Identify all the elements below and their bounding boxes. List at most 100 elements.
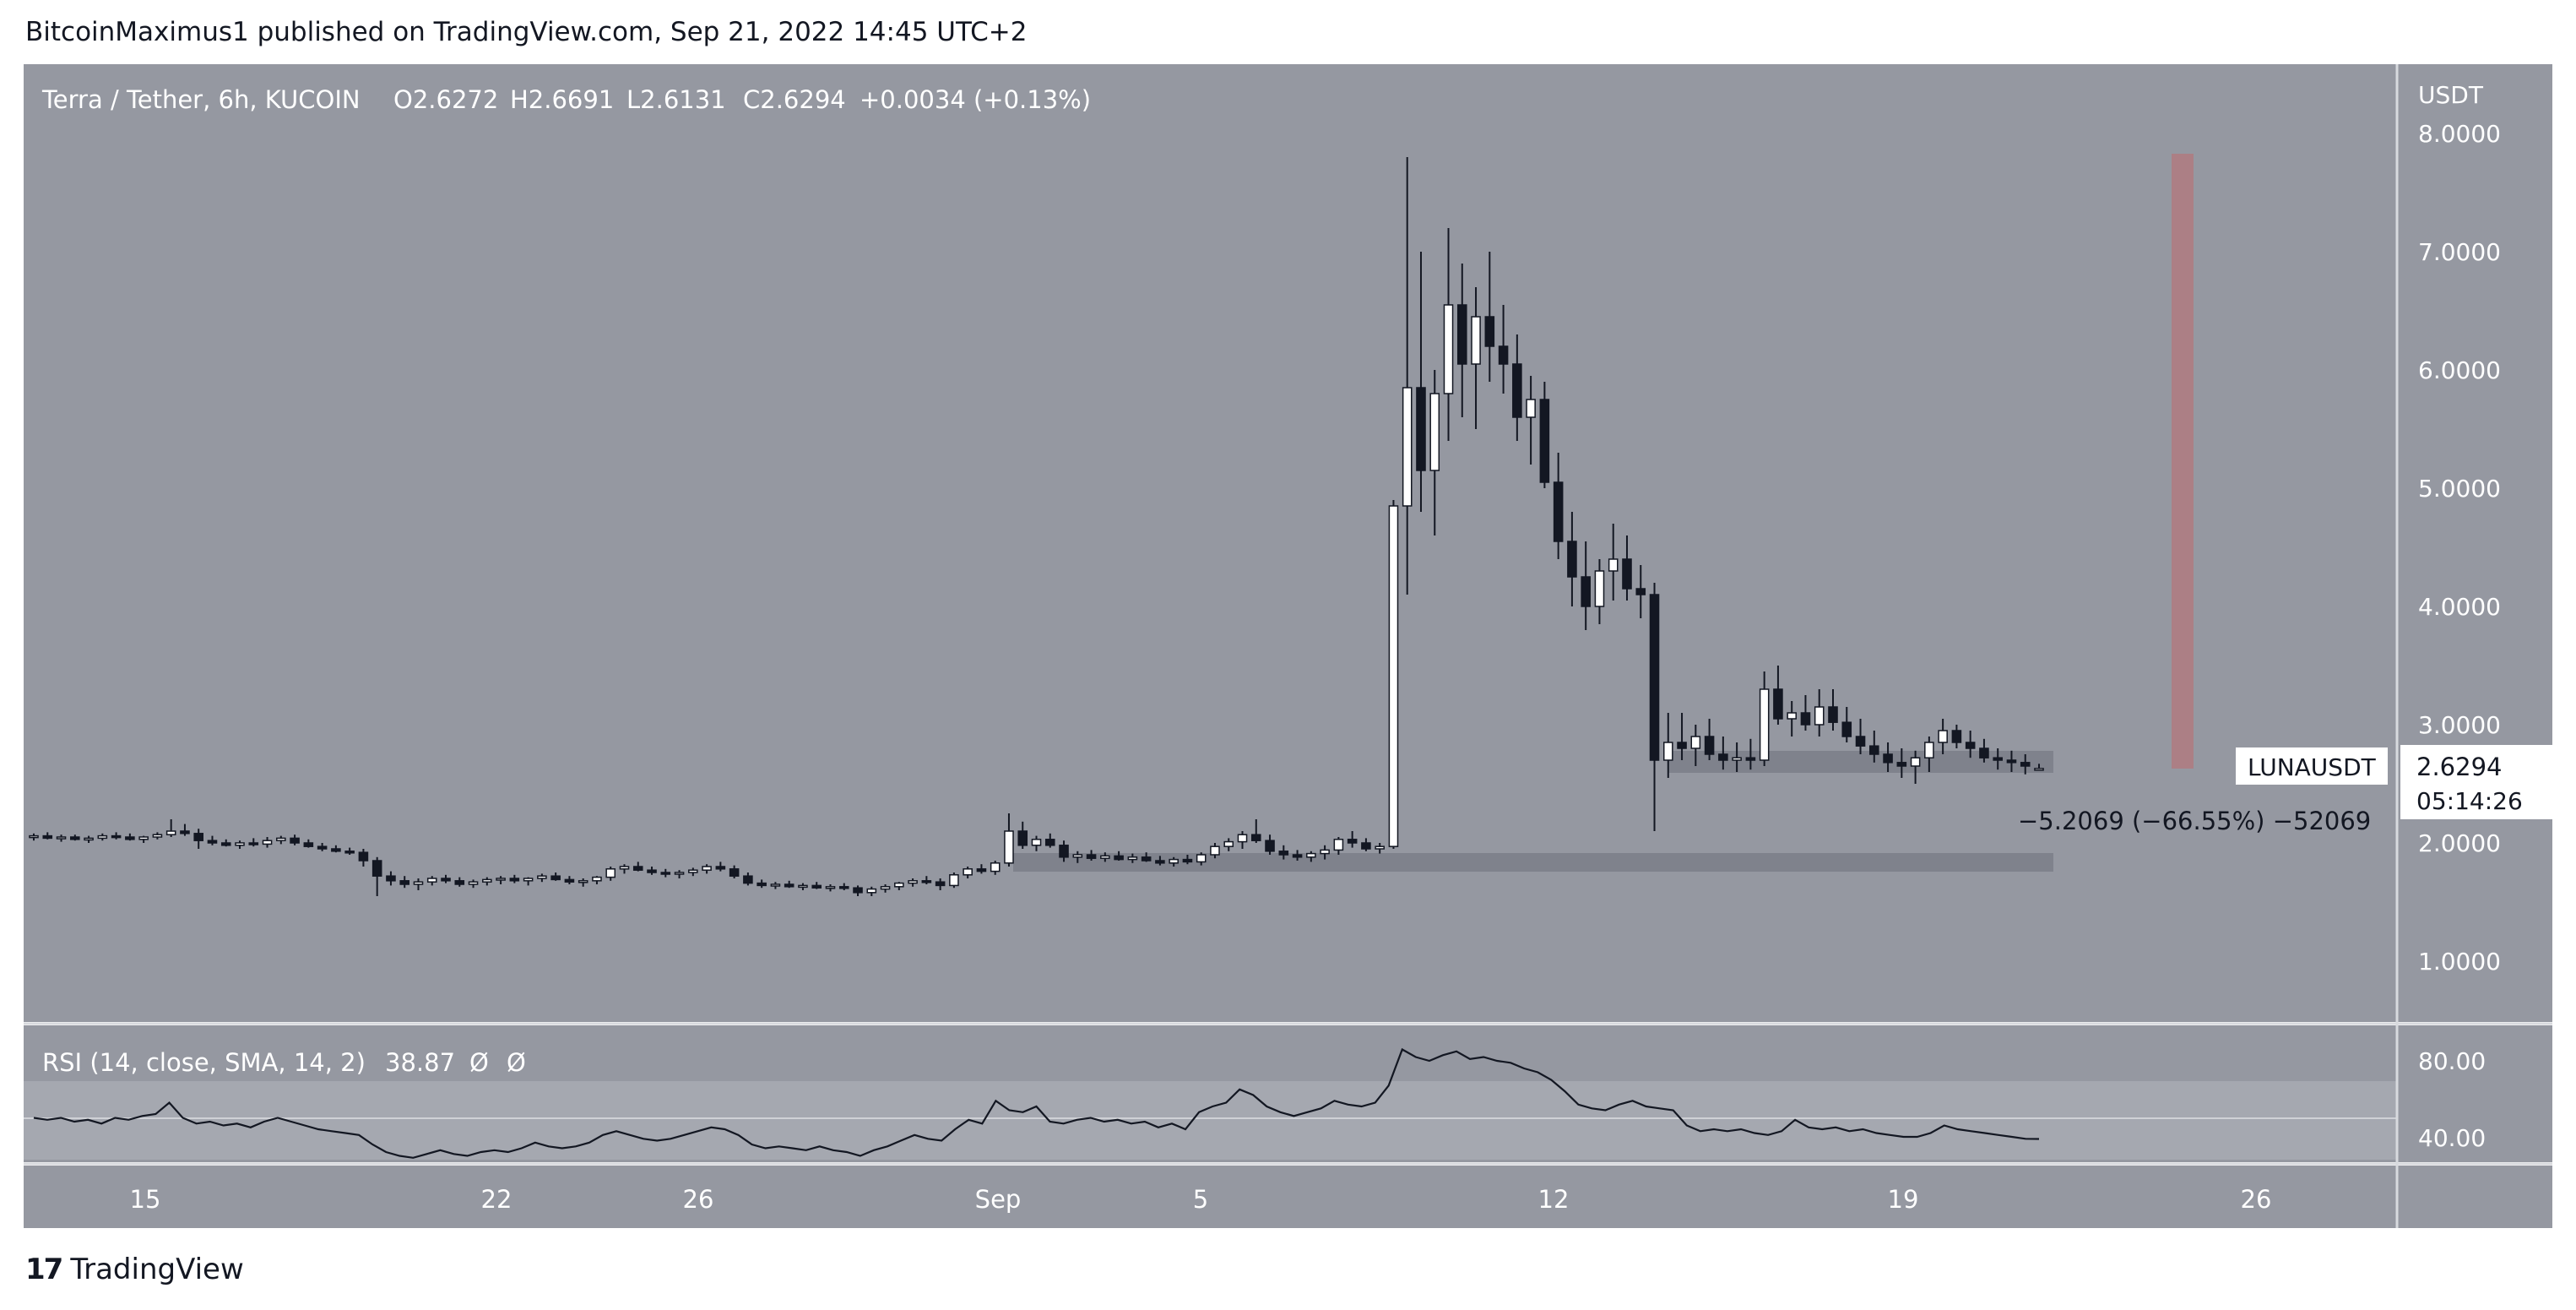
candle-down[interactable] bbox=[1017, 830, 1028, 846]
candle-down[interactable] bbox=[42, 834, 53, 840]
candle-up[interactable] bbox=[152, 834, 163, 838]
candle-down[interactable] bbox=[1718, 753, 1728, 761]
candle-up[interactable] bbox=[702, 866, 712, 871]
candle-down[interactable] bbox=[743, 875, 753, 884]
candle-down[interactable] bbox=[1896, 762, 1907, 767]
candle-up[interactable] bbox=[674, 872, 685, 875]
candle-down[interactable] bbox=[399, 880, 410, 885]
candle-down[interactable] bbox=[441, 878, 451, 882]
projection-box[interactable] bbox=[2172, 154, 2194, 769]
candle-down[interactable] bbox=[1965, 742, 1976, 749]
candle-up[interactable] bbox=[523, 878, 534, 882]
candle-down[interactable] bbox=[1484, 316, 1495, 347]
candle-down[interactable] bbox=[1841, 721, 1852, 737]
candle-down[interactable] bbox=[715, 866, 726, 870]
price-panel[interactable] bbox=[24, 64, 2396, 1022]
candle-down[interactable] bbox=[1059, 845, 1069, 858]
candle-up[interactable] bbox=[426, 878, 437, 883]
candle-up[interactable] bbox=[592, 876, 602, 882]
candle-up[interactable] bbox=[1402, 387, 1413, 507]
candle-up[interactable] bbox=[825, 886, 836, 889]
price-axis[interactable] bbox=[2398, 64, 2552, 1022]
candle-down[interactable] bbox=[811, 884, 822, 889]
candle-down[interactable] bbox=[1155, 860, 1165, 864]
candle-down[interactable] bbox=[1292, 854, 1303, 858]
candle-down[interactable] bbox=[125, 836, 135, 840]
candle-up[interactable] bbox=[1732, 757, 1742, 761]
candle-up[interactable] bbox=[1924, 742, 1934, 758]
candle-up[interactable] bbox=[688, 869, 698, 873]
candle-down[interactable] bbox=[1704, 736, 1715, 755]
candle-up[interactable] bbox=[1662, 742, 1673, 761]
candle-up[interactable] bbox=[619, 866, 630, 870]
candle-down[interactable] bbox=[1416, 387, 1426, 471]
candle-down[interactable] bbox=[976, 868, 987, 872]
candle-up[interactable] bbox=[468, 881, 479, 885]
candle-up[interactable] bbox=[1759, 688, 1770, 761]
candle-down[interactable] bbox=[1250, 834, 1261, 841]
candle-down[interactable] bbox=[647, 869, 657, 873]
tradingview-logo[interactable]: 17 TradingView bbox=[25, 1253, 244, 1286]
candle-down[interactable] bbox=[632, 866, 643, 871]
candle-down[interactable] bbox=[344, 851, 355, 854]
candle-up[interactable] bbox=[1526, 399, 1536, 418]
candle-down[interactable] bbox=[220, 842, 231, 846]
candle-down[interactable] bbox=[1182, 858, 1193, 863]
candle-up[interactable] bbox=[894, 882, 904, 888]
candle-up[interactable] bbox=[235, 842, 245, 846]
candle-down[interactable] bbox=[207, 840, 218, 844]
candle-down[interactable] bbox=[1677, 742, 1687, 749]
candle-up[interactable] bbox=[1237, 834, 1248, 843]
candle-up[interactable] bbox=[1429, 393, 1440, 471]
candle-up[interactable] bbox=[990, 862, 1001, 872]
candle-down[interactable] bbox=[1086, 854, 1097, 859]
candle-up[interactable] bbox=[1196, 854, 1207, 863]
candle-down[interactable] bbox=[248, 842, 259, 845]
candle-down[interactable] bbox=[1883, 753, 1893, 764]
candle-down[interactable] bbox=[757, 882, 767, 887]
candle-up[interactable] bbox=[1320, 849, 1330, 855]
candle-up[interactable] bbox=[1169, 858, 1179, 864]
candle-down[interactable] bbox=[317, 845, 328, 850]
candle-up[interactable] bbox=[1938, 730, 1948, 743]
candle-up[interactable] bbox=[908, 880, 918, 884]
candle-up[interactable] bbox=[496, 878, 506, 881]
candle-down[interactable] bbox=[1114, 855, 1124, 861]
candle-up[interactable] bbox=[482, 878, 492, 883]
candle-up[interactable] bbox=[1210, 845, 1220, 856]
candle-up[interactable] bbox=[1031, 839, 1042, 846]
support-box-lower[interactable] bbox=[1013, 853, 2053, 872]
candle-up[interactable] bbox=[84, 837, 94, 841]
candle-up[interactable] bbox=[97, 834, 108, 840]
candle-down[interactable] bbox=[1498, 345, 1509, 365]
candle-up[interactable] bbox=[1333, 839, 1344, 851]
candle-up[interactable] bbox=[949, 874, 959, 887]
candle-down[interactable] bbox=[70, 836, 80, 840]
candle-up[interactable] bbox=[798, 884, 808, 889]
candle-down[interactable] bbox=[564, 878, 575, 883]
candle-down[interactable] bbox=[838, 886, 849, 889]
candle-down[interactable] bbox=[660, 872, 671, 875]
candle-up[interactable] bbox=[1814, 706, 1825, 726]
candle-down[interactable] bbox=[853, 887, 863, 894]
candle-up[interactable] bbox=[165, 830, 176, 835]
candle-up[interactable] bbox=[605, 868, 616, 878]
candle-down[interactable] bbox=[111, 834, 122, 839]
candle-down[interactable] bbox=[1567, 541, 1577, 578]
candle-down[interactable] bbox=[1553, 481, 1564, 542]
candle-up[interactable] bbox=[1223, 840, 1234, 847]
candle-down[interactable] bbox=[1993, 757, 2003, 761]
candle-up[interactable] bbox=[770, 883, 781, 887]
candle-up[interactable] bbox=[866, 888, 877, 894]
candle-up[interactable] bbox=[413, 881, 424, 885]
candle-down[interactable] bbox=[1869, 745, 1879, 755]
time-axis[interactable] bbox=[24, 1166, 2396, 1228]
candle-down[interactable] bbox=[509, 878, 520, 882]
candle-down[interactable] bbox=[1456, 304, 1467, 365]
candle-down[interactable] bbox=[921, 880, 932, 883]
candle-up[interactable] bbox=[1910, 757, 1921, 767]
candle-down[interactable] bbox=[290, 837, 300, 844]
candle-up[interactable] bbox=[2034, 768, 2044, 771]
candle-up[interactable] bbox=[1375, 845, 1385, 850]
candle-up[interactable] bbox=[138, 836, 149, 840]
